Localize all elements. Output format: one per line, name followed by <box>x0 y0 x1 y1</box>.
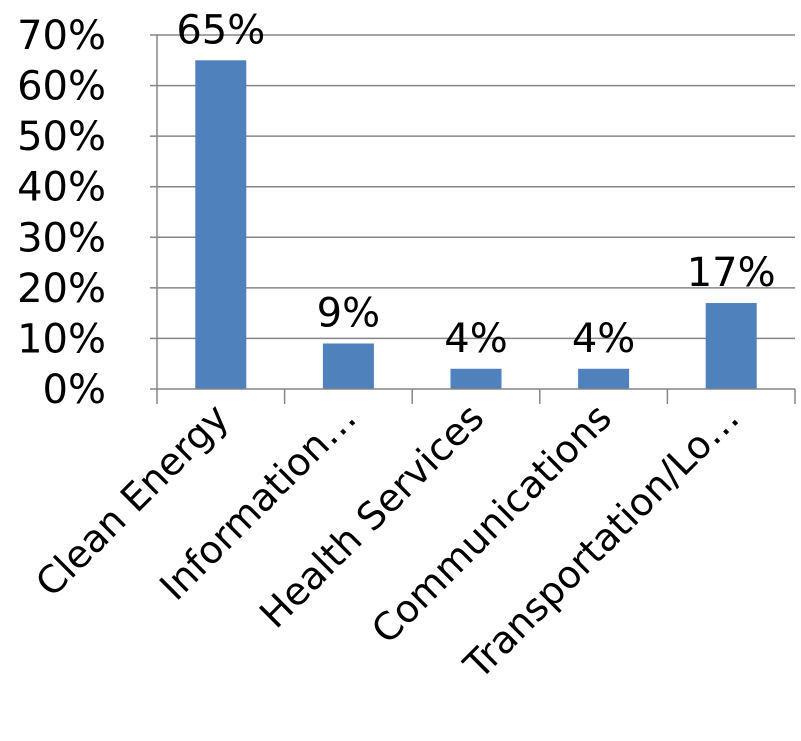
data-label-0: 65% <box>176 7 265 53</box>
data-label-2: 4% <box>444 316 507 362</box>
bar-1 <box>322 343 374 389</box>
bar-3 <box>578 368 630 389</box>
bar-2 <box>450 368 502 389</box>
y-tick-label: 0% <box>43 367 106 413</box>
category-label-3: Communications <box>363 395 620 652</box>
bar-4 <box>705 303 757 389</box>
data-label-3: 4% <box>572 316 635 362</box>
bars <box>195 60 757 390</box>
axes <box>150 34 796 404</box>
y-tick-label: 70% <box>17 13 106 59</box>
y-tick-label: 20% <box>17 266 106 312</box>
bar-0 <box>195 60 247 390</box>
category-label-2: Health Services <box>251 395 492 636</box>
y-tick-labels: 0% 10%20% 30%40% 50%60% 70% <box>17 13 106 413</box>
data-label-4: 17% <box>687 250 776 296</box>
y-tick-label: 30% <box>17 215 106 261</box>
gridlines <box>157 34 795 340</box>
data-labels: 65% 9% 4% 4% 17% <box>176 7 775 361</box>
data-label-1: 9% <box>317 290 380 336</box>
y-tick-label: 60% <box>17 64 106 110</box>
y-tick-label: 50% <box>17 114 106 160</box>
y-tick-label: 10% <box>17 316 106 362</box>
y-tick-label: 40% <box>17 165 106 211</box>
